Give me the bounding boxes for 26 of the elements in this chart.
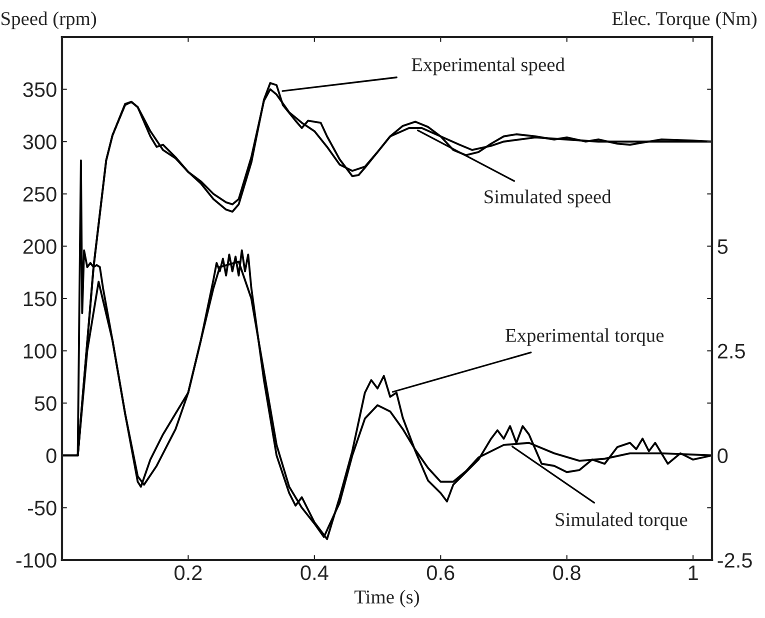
y2-axis-title: Elec. Torque (Nm) (612, 12, 756, 30)
y-tick-label: 100 (24, 344, 56, 359)
y-tick-label: 250 (23, 186, 56, 202)
x-tick-label: 1 (688, 566, 698, 580)
y2-tick-label: 0 (718, 448, 728, 464)
y-tick-label: 350 (23, 82, 56, 98)
x-tick-label: 0.6 (426, 565, 454, 580)
y2-tick-label: -2.5 (718, 553, 752, 568)
x-tick-label: 0.8 (553, 565, 580, 580)
annotation: Experimental torque (506, 328, 664, 346)
x-tick-label: 0.4 (300, 565, 328, 580)
y-tick-label: -50 (28, 500, 56, 516)
annotation: Simulated torque (556, 512, 688, 530)
y2-tick-label: 5 (718, 239, 728, 254)
annotation: Experimental speed (412, 58, 565, 76)
y-tick-label: -100 (16, 553, 56, 568)
x-axis-title: Time (s) (354, 590, 420, 608)
y-tick-label: 50 (34, 396, 56, 411)
x-tick-label: 0.2 (174, 565, 202, 580)
y2-tick-label: 2.5 (718, 344, 745, 359)
y-axis-title: Speed (rpm) (2, 12, 96, 30)
y-tick-label: 200 (23, 239, 56, 254)
y-tick-label: 150 (24, 292, 56, 306)
annotation: Simulated speed (484, 190, 612, 208)
y-tick-label: 300 (23, 134, 56, 150)
y-tick-label: 0 (46, 448, 56, 464)
